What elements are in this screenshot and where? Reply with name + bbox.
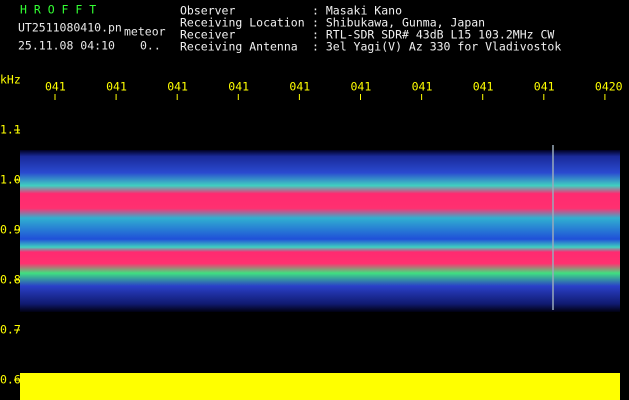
x-tick-label: 041 <box>228 80 249 94</box>
x-tick-label: 041 <box>351 80 372 94</box>
info-label: Receiving Antenna <box>180 40 298 54</box>
counter: 0.. <box>140 39 161 53</box>
x-tick-label: 041 <box>412 80 433 94</box>
y-tick-label: 0.6 <box>0 373 21 387</box>
app-title: H R O F F T <box>20 3 96 17</box>
x-tick-label: 041 <box>289 80 310 94</box>
info-value: : Shibukawa, Gunma, Japan <box>312 16 485 30</box>
info-label: Receiving Location <box>180 16 305 30</box>
x-tick-label: 041 <box>167 80 188 94</box>
info-value: : RTL-SDR SDR# 43dB L15 103.2MHz CW <box>312 28 554 42</box>
x-tick-label: 041 <box>45 80 66 94</box>
y-tick-label: 0.8 <box>0 273 21 287</box>
mode: meteor <box>124 25 166 39</box>
y-tick-label: 0.9 <box>0 223 21 237</box>
y-tick-label: 0.7 <box>0 323 21 337</box>
x-tick-label: 0420 <box>595 80 623 94</box>
y-tick-label: 1.1 <box>0 123 21 137</box>
spectrogram <box>20 150 620 312</box>
file-name: UT2511080410.pn <box>18 21 122 35</box>
y-tick-label: 1.0 <box>0 173 21 187</box>
y-unit: kHz <box>0 73 21 87</box>
x-tick-label: 041 <box>473 80 494 94</box>
info-value: : 3el Yagi(V) Az 330 for Vladivostok <box>312 40 561 54</box>
dynamic: Observer : Masaki Kano Receiving Location:… <box>0 4 623 387</box>
x-tick-label: 041 <box>534 80 555 94</box>
info-label: Observer <box>180 4 235 18</box>
x-tick-label: 041 <box>106 80 127 94</box>
info-value: : Masaki Kano <box>312 4 402 18</box>
signal-level <box>20 373 620 400</box>
datetime: 25.11.08 04:10 <box>18 39 115 53</box>
info-label: Receiver <box>180 28 235 42</box>
